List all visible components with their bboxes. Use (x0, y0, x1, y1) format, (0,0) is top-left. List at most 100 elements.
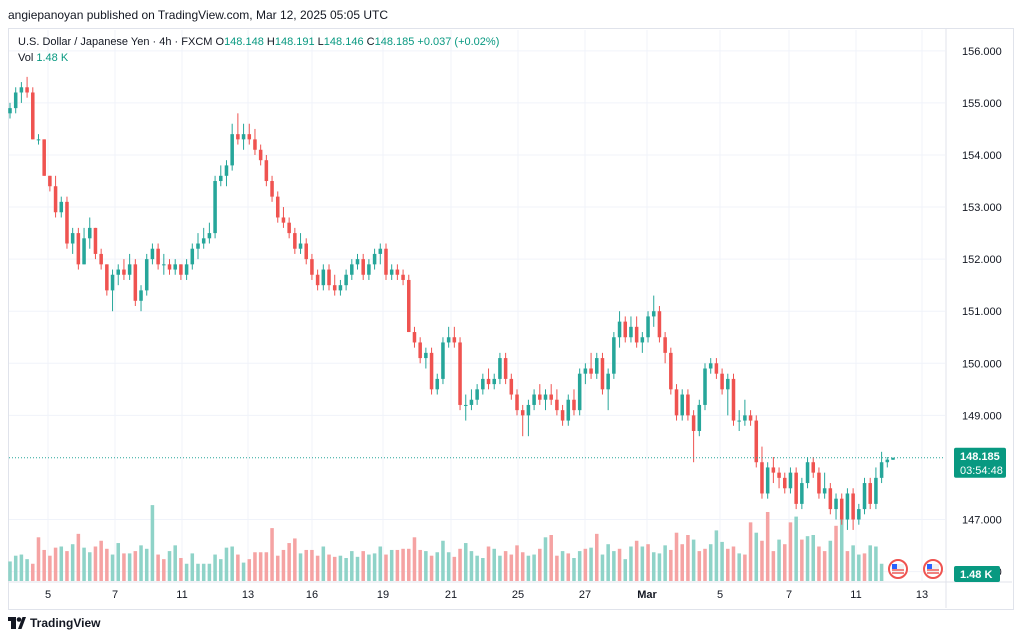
candle-body (589, 368, 593, 374)
volume-bar (213, 554, 217, 581)
volume-bar (264, 552, 269, 581)
y-tick-label: 154.000 (962, 150, 1002, 162)
volume-bar (475, 555, 479, 581)
volume-bar (612, 551, 616, 581)
volume-bar (361, 551, 365, 581)
candle-body (53, 186, 58, 213)
volume-bar (48, 555, 52, 581)
volume-tag-value: 1.48 K (960, 569, 992, 581)
last-price-tag: 148.185 03:54:48 (954, 447, 1006, 478)
symbol-description[interactable]: U.S. Dollar / Japanese Yen · 4h · FXCM (18, 36, 213, 48)
volume-bar (782, 544, 787, 581)
tradingview-footer[interactable]: TradingView (8, 616, 100, 630)
volume-bar (595, 533, 599, 581)
volume-bar (435, 552, 440, 581)
volume-bar (714, 530, 719, 581)
volume-label[interactable]: Vol (18, 52, 34, 64)
volume-bar (857, 554, 861, 581)
volume-bar (150, 505, 155, 581)
volume-bar (555, 555, 559, 581)
volume-bar (458, 548, 462, 581)
volume-bar (196, 563, 200, 581)
volume-bar (270, 528, 274, 581)
candle-body (543, 394, 548, 400)
candle-body (36, 139, 41, 141)
candle-body (726, 378, 730, 390)
volume-bar (418, 549, 422, 581)
volume-bar (344, 558, 348, 581)
volume-value: 1.48 K (36, 52, 69, 64)
candle-body (857, 509, 861, 520)
candle-body (686, 394, 690, 416)
x-tick-label: 5 (717, 589, 723, 601)
volume-bar (543, 537, 548, 581)
volume-bar (293, 538, 297, 581)
us-flag-event-icon[interactable] (923, 559, 943, 579)
tradingview-brand: TradingView (30, 616, 101, 630)
volume-bar (680, 544, 684, 581)
volume-bar (162, 559, 166, 581)
candle-body (196, 243, 200, 249)
volume-bar (241, 562, 246, 581)
candle-body (367, 264, 371, 275)
x-tick-label: 5 (45, 589, 51, 601)
volume-bar (549, 535, 553, 581)
candle-body (577, 373, 582, 411)
volume-bar (190, 553, 195, 581)
open-value: 148.148 (224, 36, 264, 48)
candle-body (845, 493, 850, 520)
volume-bar (99, 540, 103, 581)
volume-bars (8, 505, 884, 581)
candle-body (441, 342, 445, 379)
last-price-value: 148.185 (960, 451, 1000, 463)
candle-body (59, 201, 64, 213)
volume-bar (674, 532, 679, 581)
volume-bar (811, 535, 816, 581)
candle-body (190, 248, 195, 265)
candle-body (213, 181, 217, 234)
publisher-line: angiepanoyan published on TradingView.co… (8, 8, 389, 22)
us-flag-event-icon[interactable] (888, 559, 908, 579)
volume-bar (498, 555, 502, 581)
candle-body (731, 378, 736, 421)
candle-body (885, 459, 890, 463)
candle-body (224, 165, 229, 176)
tradingview-logo-icon (8, 617, 26, 629)
candle-body (327, 269, 331, 286)
candle-body (834, 498, 838, 510)
candle-body (509, 378, 514, 395)
volume-bar (407, 548, 411, 581)
volume-bar (771, 551, 776, 581)
candle-body (207, 233, 212, 239)
volume-bar (720, 541, 724, 581)
volume-bar (384, 554, 388, 581)
candle-body (355, 259, 360, 265)
candle-body (236, 134, 240, 140)
volume-bar (874, 546, 878, 581)
time-axis: 5 7 11 13 16 19 21 25 27 Mar 5 7 11 13 (45, 589, 928, 601)
candle-body (583, 368, 588, 374)
candle-body (572, 399, 576, 411)
candle-body (828, 488, 833, 510)
volume-bar (577, 551, 582, 581)
volume-bar (834, 525, 838, 581)
volume-bar (538, 548, 542, 581)
candle-body (743, 415, 747, 421)
candle-body (663, 337, 667, 353)
candle-body (384, 248, 388, 275)
candle-body (612, 337, 616, 374)
volume-bar (708, 544, 713, 581)
x-tick-label: 13 (242, 589, 254, 601)
volume-bar (566, 553, 571, 581)
high-label: H (266, 36, 275, 48)
volume-bar (737, 553, 741, 581)
candle-body (651, 311, 656, 317)
candle-body (332, 285, 337, 291)
volume-bar (8, 561, 12, 581)
volume-bar (663, 545, 667, 581)
volume-bar (492, 548, 496, 581)
candle-body (566, 399, 571, 421)
candle-body (475, 389, 479, 400)
change-value: +0.037 (+0.02%) (417, 36, 500, 48)
